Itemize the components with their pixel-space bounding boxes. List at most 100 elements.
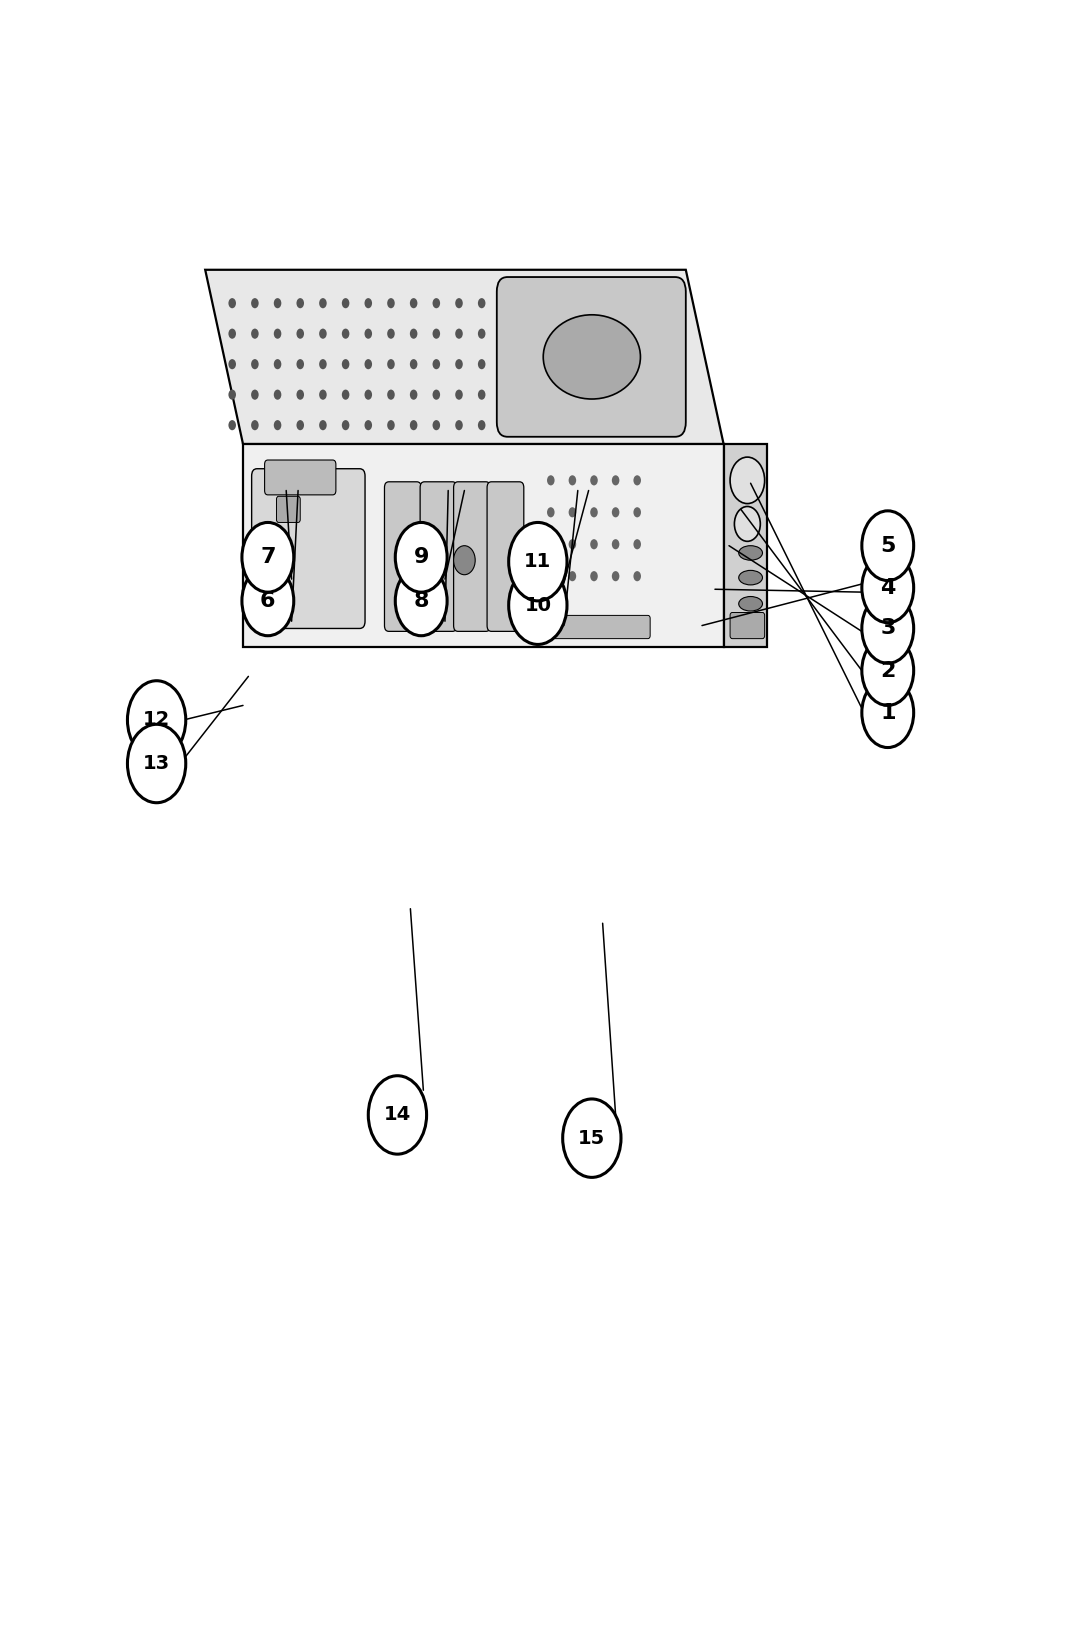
Circle shape [342, 390, 350, 400]
Circle shape [410, 359, 417, 369]
Circle shape [296, 328, 305, 339]
Text: 12: 12 [143, 710, 171, 729]
FancyBboxPatch shape [265, 461, 336, 495]
Circle shape [365, 359, 372, 369]
Circle shape [342, 328, 350, 339]
Text: 3: 3 [880, 618, 895, 639]
Circle shape [456, 359, 463, 369]
FancyBboxPatch shape [420, 482, 457, 631]
Circle shape [478, 420, 486, 431]
Circle shape [478, 328, 486, 339]
Circle shape [546, 475, 555, 485]
Circle shape [563, 1100, 621, 1177]
Text: 11: 11 [524, 552, 552, 570]
Circle shape [633, 539, 640, 549]
Circle shape [365, 298, 372, 308]
Circle shape [388, 298, 395, 308]
Circle shape [568, 570, 577, 582]
Circle shape [432, 328, 441, 339]
Circle shape [320, 420, 326, 431]
Text: 7: 7 [260, 547, 275, 567]
Circle shape [388, 420, 395, 431]
Circle shape [296, 390, 305, 400]
Circle shape [454, 546, 475, 575]
Text: 8: 8 [414, 592, 429, 611]
Circle shape [612, 570, 620, 582]
Text: 4: 4 [880, 579, 895, 598]
Circle shape [229, 420, 235, 431]
Circle shape [456, 298, 463, 308]
Circle shape [546, 506, 555, 518]
Text: Page 4: Page 4 [52, 1595, 141, 1621]
Ellipse shape [739, 546, 762, 561]
Circle shape [320, 298, 326, 308]
Circle shape [274, 359, 281, 369]
Circle shape [730, 457, 765, 503]
Text: Coby Electronics Corporation: Coby Electronics Corporation [643, 1595, 1027, 1621]
FancyBboxPatch shape [730, 613, 765, 639]
Circle shape [320, 328, 326, 339]
Circle shape [242, 565, 294, 636]
Circle shape [456, 328, 463, 339]
Text: 10: 10 [525, 595, 552, 615]
FancyBboxPatch shape [252, 469, 365, 628]
FancyBboxPatch shape [487, 482, 524, 631]
Circle shape [568, 506, 577, 518]
Circle shape [432, 420, 441, 431]
Circle shape [229, 359, 235, 369]
Circle shape [388, 390, 395, 400]
Circle shape [320, 359, 326, 369]
Circle shape [410, 328, 417, 339]
Circle shape [591, 475, 598, 485]
Circle shape [342, 298, 350, 308]
Circle shape [229, 328, 235, 339]
Circle shape [368, 1075, 427, 1154]
Circle shape [862, 593, 914, 664]
Circle shape [251, 328, 259, 339]
Circle shape [274, 420, 281, 431]
Text: 1: 1 [880, 703, 895, 723]
Circle shape [365, 328, 372, 339]
Circle shape [862, 679, 914, 747]
Circle shape [612, 475, 620, 485]
Circle shape [432, 298, 441, 308]
Circle shape [612, 506, 620, 518]
Text: 9: 9 [414, 547, 429, 567]
Circle shape [612, 539, 620, 549]
Circle shape [478, 298, 486, 308]
Circle shape [342, 359, 350, 369]
Circle shape [568, 475, 577, 485]
Circle shape [633, 506, 640, 518]
Circle shape [127, 680, 186, 759]
Ellipse shape [543, 315, 640, 398]
Circle shape [365, 420, 372, 431]
Circle shape [432, 390, 441, 400]
Circle shape [568, 539, 577, 549]
Circle shape [251, 420, 259, 431]
Circle shape [410, 390, 417, 400]
Circle shape [410, 420, 417, 431]
Circle shape [296, 359, 305, 369]
Circle shape [229, 390, 235, 400]
Text: Controls at a Glance: Controls at a Glance [24, 31, 849, 100]
Text: 14: 14 [383, 1105, 411, 1124]
Text: English: English [17, 538, 35, 602]
Circle shape [229, 298, 235, 308]
Text: 13: 13 [143, 754, 171, 774]
Circle shape [456, 420, 463, 431]
Circle shape [127, 724, 186, 803]
Circle shape [251, 390, 259, 400]
Circle shape [591, 506, 598, 518]
Circle shape [296, 420, 305, 431]
Text: 2: 2 [880, 661, 895, 680]
Circle shape [509, 523, 567, 602]
Ellipse shape [739, 570, 762, 585]
FancyBboxPatch shape [276, 497, 300, 523]
Circle shape [274, 328, 281, 339]
Circle shape [410, 298, 417, 308]
Circle shape [633, 475, 640, 485]
Text: 15: 15 [578, 1129, 606, 1147]
FancyBboxPatch shape [384, 482, 421, 631]
Circle shape [456, 390, 463, 400]
Circle shape [388, 359, 395, 369]
